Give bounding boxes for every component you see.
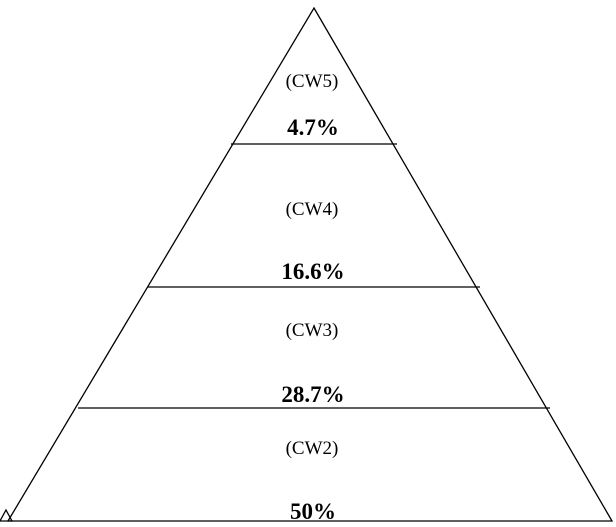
tier-cw5-label: (CW5): [286, 71, 339, 92]
tier-cw3: (CW3) 28.7%: [281, 320, 344, 407]
tier-cw2-value: 50%: [290, 499, 336, 524]
tier-cw2-label: (CW2): [286, 438, 339, 459]
tier-cw4-value: 16.6%: [281, 259, 344, 284]
corner-marker: [0, 508, 14, 522]
pyramid-outline: [6, 6, 614, 522]
tier-cw5: (CW5) 4.7%: [286, 71, 339, 140]
tier-cw2: (CW2) 50%: [286, 438, 339, 524]
tier-cw4: (CW4) 16.6%: [281, 199, 344, 284]
tier-cw3-value: 28.7%: [281, 382, 344, 407]
tier-cw3-label: (CW3): [286, 320, 339, 341]
tier-cw5-value: 4.7%: [287, 115, 339, 140]
tier-cw4-label: (CW4): [286, 199, 339, 220]
